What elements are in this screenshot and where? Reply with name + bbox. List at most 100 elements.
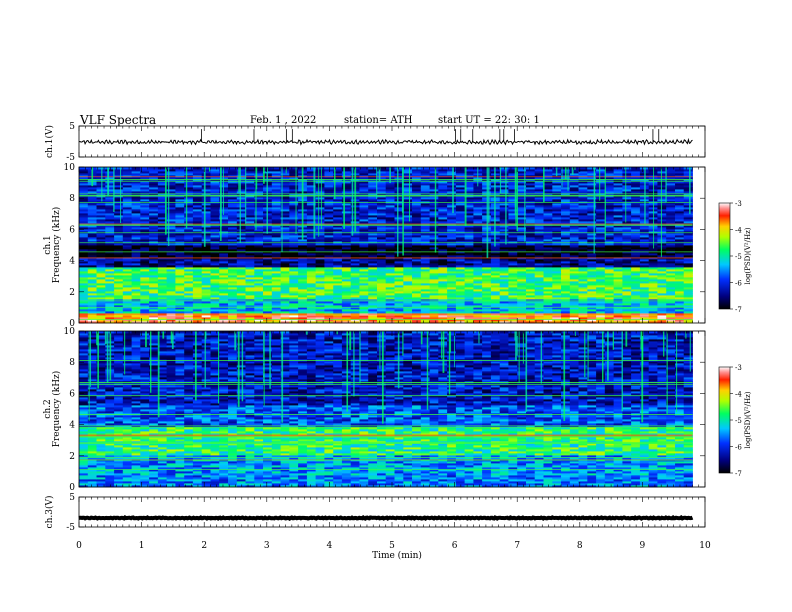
spectrogram-cell bbox=[192, 259, 203, 262]
spectrogram-cell bbox=[543, 275, 553, 278]
spectrogram-cell bbox=[561, 259, 571, 262]
spectrogram-cell bbox=[315, 305, 325, 308]
spectrogram-cell bbox=[464, 293, 474, 296]
spectrogram-cell bbox=[639, 299, 650, 302]
spectrogram-cell bbox=[131, 299, 141, 302]
spectrogram-cell bbox=[79, 249, 89, 252]
spectrogram-cell bbox=[236, 231, 246, 234]
spectrogram-cell bbox=[473, 317, 483, 320]
spectrogram-cell bbox=[201, 261, 211, 264]
spectrogram-cell bbox=[201, 301, 211, 304]
spectrogram-cell bbox=[666, 267, 676, 270]
spectrogram-cell bbox=[192, 319, 203, 322]
spectrogram-cell bbox=[114, 271, 124, 274]
spectrogram-cell bbox=[149, 263, 159, 266]
spectrogram-cell bbox=[482, 303, 492, 306]
spectrogram-cell bbox=[166, 299, 176, 302]
spectrogram-cell bbox=[377, 239, 387, 242]
spectrogram-cell bbox=[245, 263, 255, 266]
spectrogram-cell bbox=[254, 285, 264, 288]
spectrogram-cell bbox=[666, 311, 676, 314]
spectrogram-cell bbox=[639, 227, 650, 230]
spectrogram-cell bbox=[429, 281, 439, 284]
spectrogram-cell bbox=[490, 293, 501, 296]
spectrogram-cell bbox=[271, 289, 281, 292]
spectrogram-cell bbox=[368, 291, 378, 294]
spectrogram-cell bbox=[166, 301, 176, 304]
spectrogram-cell bbox=[280, 241, 290, 244]
spectrogram-cell bbox=[333, 267, 343, 270]
spectrogram-cell bbox=[561, 317, 571, 320]
spectrogram-cell bbox=[429, 261, 439, 264]
spectrogram-cell bbox=[447, 315, 457, 318]
spectrogram-cell bbox=[289, 293, 299, 296]
spectrogram-cell bbox=[526, 249, 536, 252]
spectrogram-cell bbox=[622, 297, 632, 300]
spectrogram-cell bbox=[350, 303, 360, 306]
spectrogram-cell bbox=[482, 273, 492, 276]
spectrogram-cell bbox=[631, 301, 641, 304]
spectrogram-cell bbox=[236, 241, 246, 244]
spectrogram-cell bbox=[569, 299, 579, 302]
spectrogram-cell bbox=[622, 295, 632, 298]
spectrogram-cell bbox=[613, 255, 623, 258]
spectrogram-cell bbox=[639, 271, 650, 274]
spectrogram-cell bbox=[219, 253, 229, 256]
spectrogram-cell bbox=[675, 233, 685, 236]
spectrogram-cell bbox=[604, 273, 614, 276]
spectrogram-cell bbox=[315, 237, 325, 240]
spectrogram-cell bbox=[403, 283, 413, 286]
spectrogram-cell bbox=[359, 259, 369, 262]
spectrogram-cell bbox=[639, 285, 650, 288]
spectrogram-cell bbox=[157, 235, 168, 238]
spectrogram-cell bbox=[271, 279, 281, 282]
spectrogram-cell bbox=[333, 301, 343, 304]
spectrogram-cell bbox=[201, 279, 211, 282]
spectrogram-cell bbox=[210, 239, 220, 242]
spectrogram-cell bbox=[315, 243, 325, 246]
spectrogram-cell bbox=[79, 277, 89, 280]
spectrogram-cell bbox=[420, 227, 430, 230]
spectrogram-cell bbox=[166, 303, 176, 306]
spectrogram-cell bbox=[131, 229, 141, 232]
spectrogram-cell bbox=[96, 237, 106, 240]
spectrogram-cell bbox=[657, 319, 667, 322]
spectrogram-cell bbox=[210, 249, 220, 252]
spectrogram-cell bbox=[631, 239, 641, 242]
spectrogram-cell bbox=[87, 299, 97, 302]
spectrogram-cell bbox=[464, 301, 474, 304]
spectrogram-cell bbox=[263, 263, 273, 266]
spectrogram-cell bbox=[131, 263, 141, 266]
spectrogram-cell bbox=[114, 259, 124, 262]
spectrogram-cell bbox=[587, 317, 597, 320]
spectrogram-cell bbox=[464, 283, 474, 286]
spectrogram-cell bbox=[140, 307, 150, 310]
spectrogram-cell bbox=[192, 261, 203, 264]
spectrogram-cell bbox=[201, 249, 211, 252]
spectrogram-cell bbox=[657, 241, 667, 244]
spectrogram-cell bbox=[438, 311, 448, 314]
spectrogram-cell bbox=[201, 307, 211, 310]
spectrogram-cell bbox=[561, 277, 571, 280]
spectrogram-cell bbox=[587, 227, 597, 230]
spectrogram-cell bbox=[350, 285, 360, 288]
spectrogram-cell bbox=[455, 275, 466, 278]
spectrogram-cell bbox=[561, 263, 571, 266]
spectrogram-cell bbox=[473, 233, 483, 236]
spectrogram-cell bbox=[447, 271, 457, 274]
spectrogram-cell bbox=[315, 247, 325, 250]
spectrogram-cell bbox=[184, 295, 194, 298]
spectrogram-cell bbox=[280, 273, 290, 276]
spectrogram-cell bbox=[245, 271, 255, 274]
spectrogram-cell bbox=[271, 317, 281, 320]
spectrogram-cell bbox=[140, 293, 150, 296]
spectrogram-cell bbox=[403, 287, 413, 290]
spectrogram-cell bbox=[385, 285, 395, 288]
spectrogram-cell bbox=[350, 299, 360, 302]
spectrogram-cell bbox=[280, 227, 290, 230]
spectrogram-cell bbox=[359, 253, 369, 256]
spectrogram-cell bbox=[631, 311, 641, 314]
spectrogram-cell bbox=[105, 239, 115, 242]
spectrogram-cell bbox=[254, 261, 264, 264]
spectrogram-cell bbox=[429, 305, 439, 308]
